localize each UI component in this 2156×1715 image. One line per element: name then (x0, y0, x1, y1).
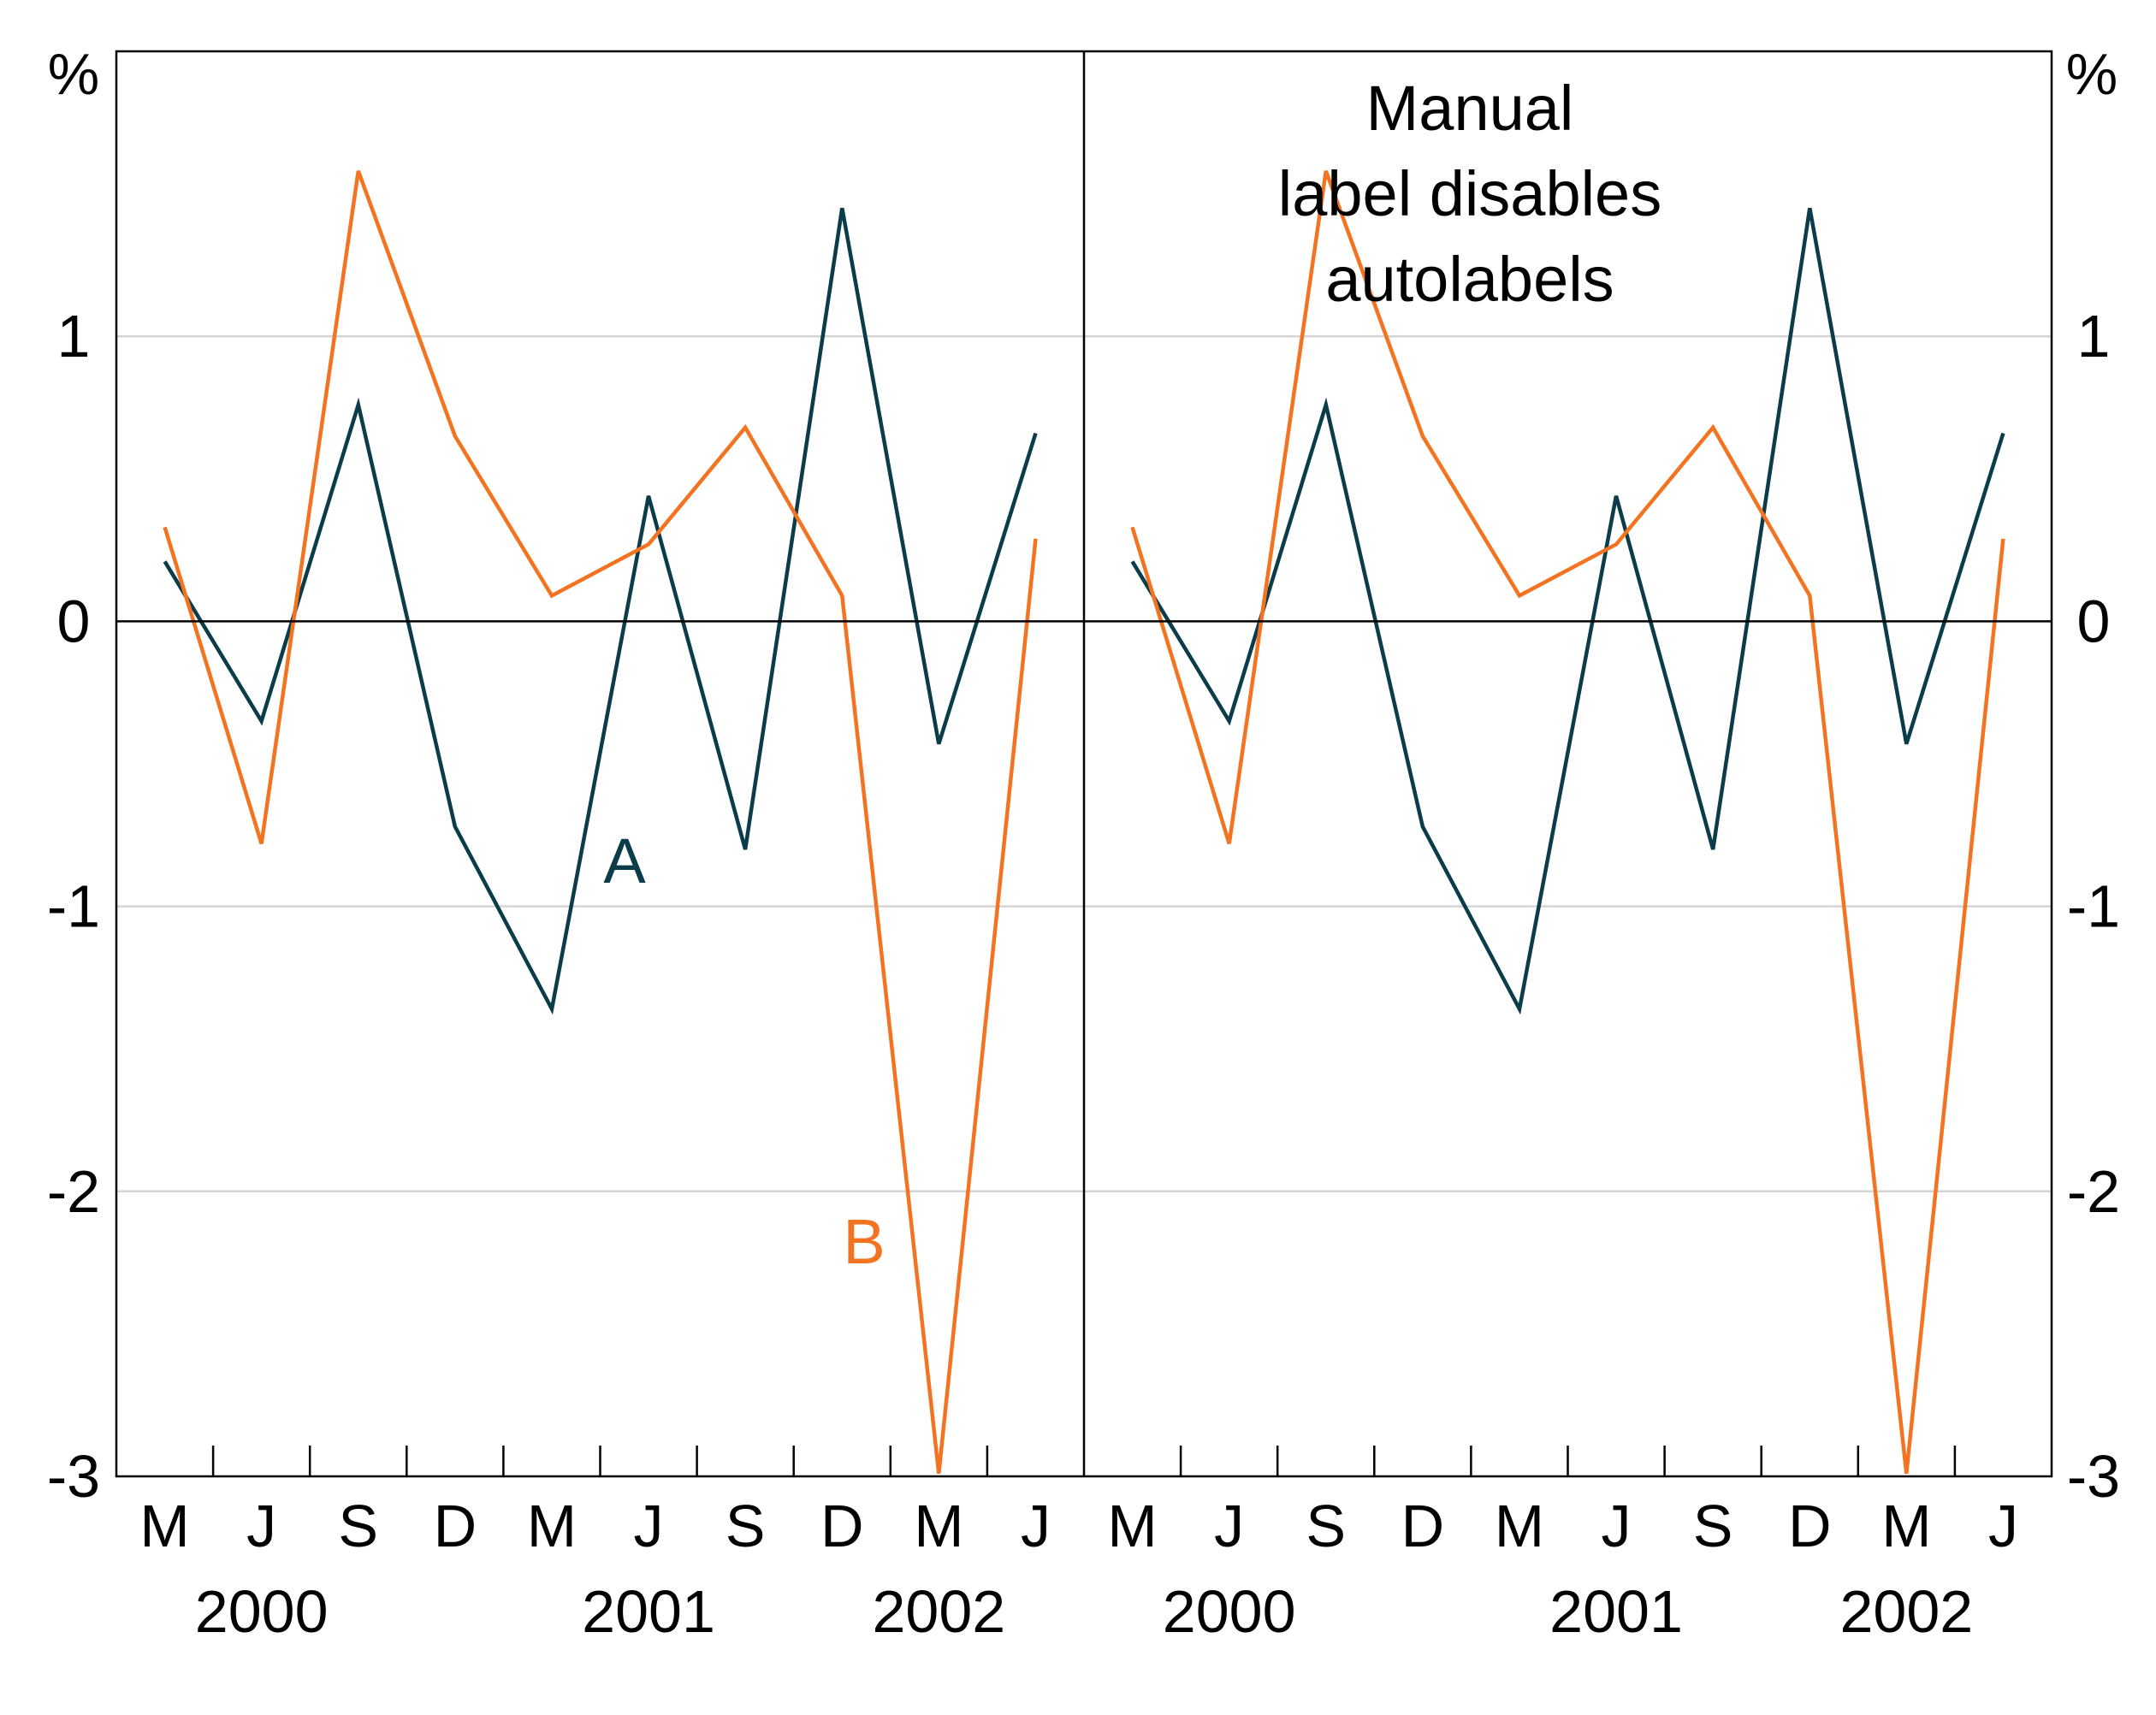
y-unit-right: % (2066, 42, 2118, 107)
y-unit-left: % (48, 42, 99, 107)
y-tick-label-right: -1 (2067, 873, 2120, 940)
series-label-b: B (843, 1206, 885, 1277)
y-tick-label-left: -2 (47, 1158, 100, 1225)
y-tick-label-left: 1 (57, 303, 91, 370)
series-line-b-panel-1 (163, 170, 1038, 1474)
annotation: Manual label disables autolabels (1278, 73, 1661, 315)
x-tick-label: D (820, 1493, 864, 1559)
year-label: 2002 (872, 1578, 1005, 1645)
x-tick-label: J (1602, 1493, 1632, 1559)
series-line-b-panel-2 (1130, 170, 2005, 1474)
y-tick-label-right: -3 (2067, 1443, 2120, 1510)
series-line-a-panel-1 (163, 207, 1038, 1015)
y-tick-label-right: -2 (2067, 1158, 2120, 1225)
annotation-line-2: label disables (1278, 158, 1661, 229)
x-tick-label: D (434, 1493, 477, 1559)
x-tick-label: D (1788, 1493, 1832, 1559)
x-tick-label: S (1693, 1493, 1733, 1559)
x-tick-label: S (1306, 1493, 1346, 1559)
y-tick-label-right: 1 (2077, 303, 2111, 370)
plot-frame (115, 50, 2053, 1478)
year-label: 2002 (1839, 1578, 1973, 1645)
x-tick-label: M (527, 1493, 577, 1559)
x-tick-label: M (1881, 1493, 1931, 1559)
series-line-a-panel-2 (1130, 207, 2005, 1015)
series-lines (163, 170, 2005, 1474)
year-label: 2000 (195, 1578, 329, 1645)
x-tick-label: M (1495, 1493, 1544, 1559)
x-tick-label: J (1214, 1493, 1244, 1559)
x-tick-label: M (139, 1493, 189, 1559)
x-tick-label: D (1401, 1493, 1445, 1559)
x-tick-label: J (634, 1493, 664, 1559)
x-tick-label: J (246, 1493, 276, 1559)
y-tick-label-left: -1 (47, 873, 100, 940)
x-tick-label: S (338, 1493, 378, 1559)
x-tick-label: M (1107, 1493, 1157, 1559)
x-tick-label: M (914, 1493, 963, 1559)
y-tick-label-left: -3 (47, 1443, 100, 1510)
annotation-line-3: autolabels (1325, 244, 1614, 315)
year-label: 2001 (1549, 1578, 1683, 1645)
y-tick-label-right: 0 (2077, 588, 2111, 654)
x-tick-label: S (726, 1493, 766, 1559)
series-label-a: A (603, 825, 646, 896)
x-tick-label: J (1988, 1493, 2018, 1559)
annotation-line-1: Manual (1366, 73, 1574, 144)
year-label: 2001 (582, 1578, 715, 1645)
x-tick-label: J (1021, 1493, 1051, 1559)
x-axis-ticks (211, 1446, 1957, 1476)
year-label: 2000 (1163, 1578, 1296, 1645)
y-tick-label-left: 0 (57, 588, 91, 654)
